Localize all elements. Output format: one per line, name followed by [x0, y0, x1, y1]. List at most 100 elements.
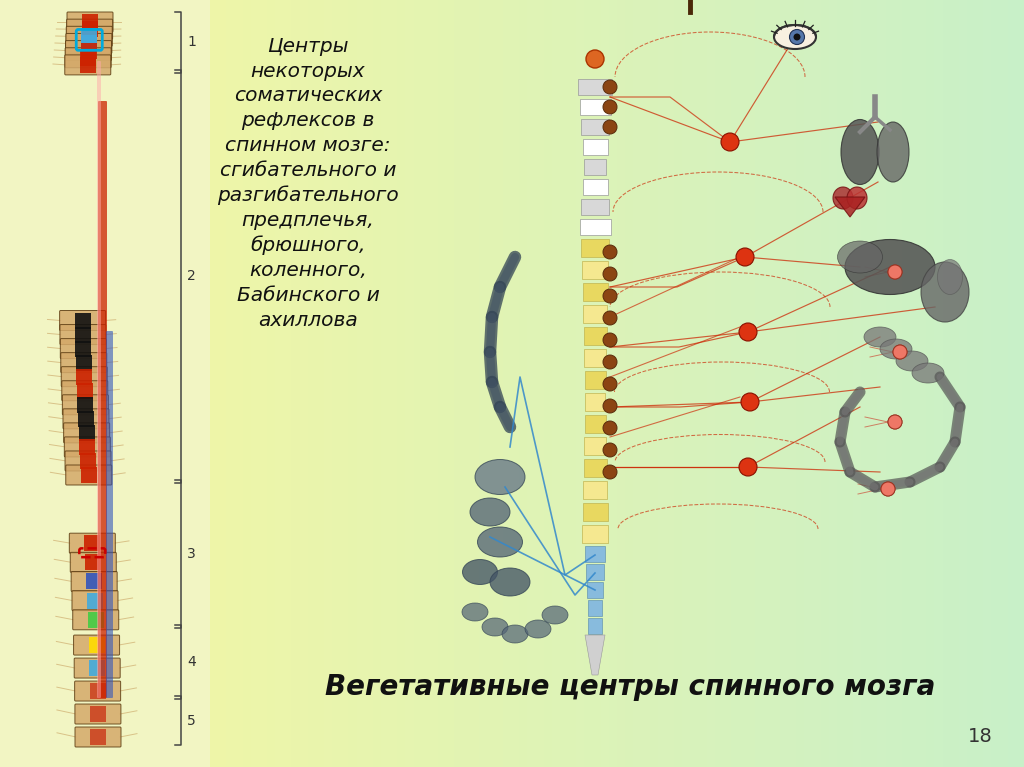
Bar — [950, 0, 959, 767]
Bar — [89, 660, 105, 676]
Bar — [486, 0, 496, 767]
Bar — [586, 564, 604, 580]
Bar — [79, 425, 94, 441]
Ellipse shape — [841, 120, 879, 185]
FancyBboxPatch shape — [106, 331, 113, 698]
Bar — [90, 706, 105, 722]
Circle shape — [603, 245, 617, 259]
FancyBboxPatch shape — [97, 61, 101, 698]
Bar — [707, 0, 716, 767]
Bar — [0, 0, 210, 767]
Ellipse shape — [833, 187, 853, 209]
Ellipse shape — [938, 259, 963, 295]
Bar — [588, 618, 602, 634]
Bar — [657, 0, 667, 767]
Bar — [307, 0, 316, 767]
Bar — [332, 0, 341, 767]
Bar — [519, 0, 528, 767]
Bar — [991, 0, 1000, 767]
Bar — [259, 0, 268, 767]
Bar — [943, 0, 951, 767]
Ellipse shape — [502, 625, 528, 643]
Bar — [731, 0, 740, 767]
FancyBboxPatch shape — [75, 727, 121, 747]
Text: 3: 3 — [187, 547, 196, 561]
Bar — [81, 28, 97, 44]
Bar — [324, 0, 333, 767]
FancyBboxPatch shape — [67, 12, 113, 32]
Bar — [430, 0, 439, 767]
Bar — [422, 0, 431, 767]
Bar — [495, 0, 504, 767]
Ellipse shape — [482, 618, 508, 636]
Bar — [820, 0, 829, 767]
Bar — [463, 0, 471, 767]
Circle shape — [603, 333, 617, 347]
Text: 18: 18 — [968, 728, 992, 746]
Bar — [666, 0, 675, 767]
Bar — [89, 637, 104, 653]
Bar — [82, 14, 98, 30]
FancyBboxPatch shape — [74, 635, 120, 655]
Text: Вегетативные центры спинного мозга: Вегетативные центры спинного мозга — [325, 673, 935, 701]
Bar — [583, 139, 608, 155]
Bar — [87, 593, 103, 609]
Bar — [578, 79, 612, 95]
Bar — [577, 0, 586, 767]
Bar — [878, 0, 887, 767]
Bar — [581, 239, 609, 257]
FancyBboxPatch shape — [66, 34, 112, 54]
Ellipse shape — [542, 606, 568, 624]
Circle shape — [893, 345, 907, 359]
FancyBboxPatch shape — [71, 552, 117, 572]
Ellipse shape — [880, 339, 912, 359]
Bar — [601, 0, 610, 767]
Text: 4: 4 — [187, 655, 196, 669]
Bar — [764, 0, 773, 767]
Bar — [674, 0, 683, 767]
Bar — [581, 199, 609, 215]
Bar — [267, 0, 276, 767]
Ellipse shape — [475, 459, 525, 495]
Bar — [633, 0, 642, 767]
Bar — [536, 0, 545, 767]
FancyBboxPatch shape — [74, 658, 120, 678]
Bar — [828, 0, 838, 767]
Bar — [910, 0, 920, 767]
Bar — [609, 0, 618, 767]
Bar — [975, 0, 984, 767]
Bar — [584, 327, 607, 345]
Bar — [568, 0, 578, 767]
Bar — [315, 0, 325, 767]
Circle shape — [603, 267, 617, 281]
Circle shape — [888, 415, 902, 429]
Polygon shape — [835, 197, 865, 217]
Bar — [90, 683, 105, 699]
Bar — [75, 312, 90, 328]
Bar — [84, 535, 100, 551]
Bar — [804, 0, 813, 767]
Bar — [373, 0, 382, 767]
Bar — [397, 0, 407, 767]
Circle shape — [739, 323, 757, 341]
Bar — [584, 349, 606, 367]
Text: Центры
некоторых
соматических
рефлексов в
спинном мозге:
сгибательного и
разгиба: Центры некоторых соматических рефлексов … — [217, 37, 399, 330]
Bar — [580, 99, 611, 115]
Bar — [894, 0, 903, 767]
Bar — [580, 219, 611, 235]
Bar — [78, 411, 94, 426]
Ellipse shape — [462, 603, 488, 621]
Bar — [389, 0, 398, 767]
FancyBboxPatch shape — [65, 437, 111, 457]
Bar — [79, 439, 95, 455]
Bar — [81, 35, 97, 51]
FancyBboxPatch shape — [61, 367, 108, 387]
Bar — [478, 0, 487, 767]
Bar — [251, 0, 260, 767]
Bar — [234, 0, 244, 767]
Circle shape — [603, 399, 617, 413]
Bar — [406, 0, 415, 767]
Bar — [583, 503, 608, 521]
Bar — [340, 0, 349, 767]
Bar — [583, 481, 607, 499]
